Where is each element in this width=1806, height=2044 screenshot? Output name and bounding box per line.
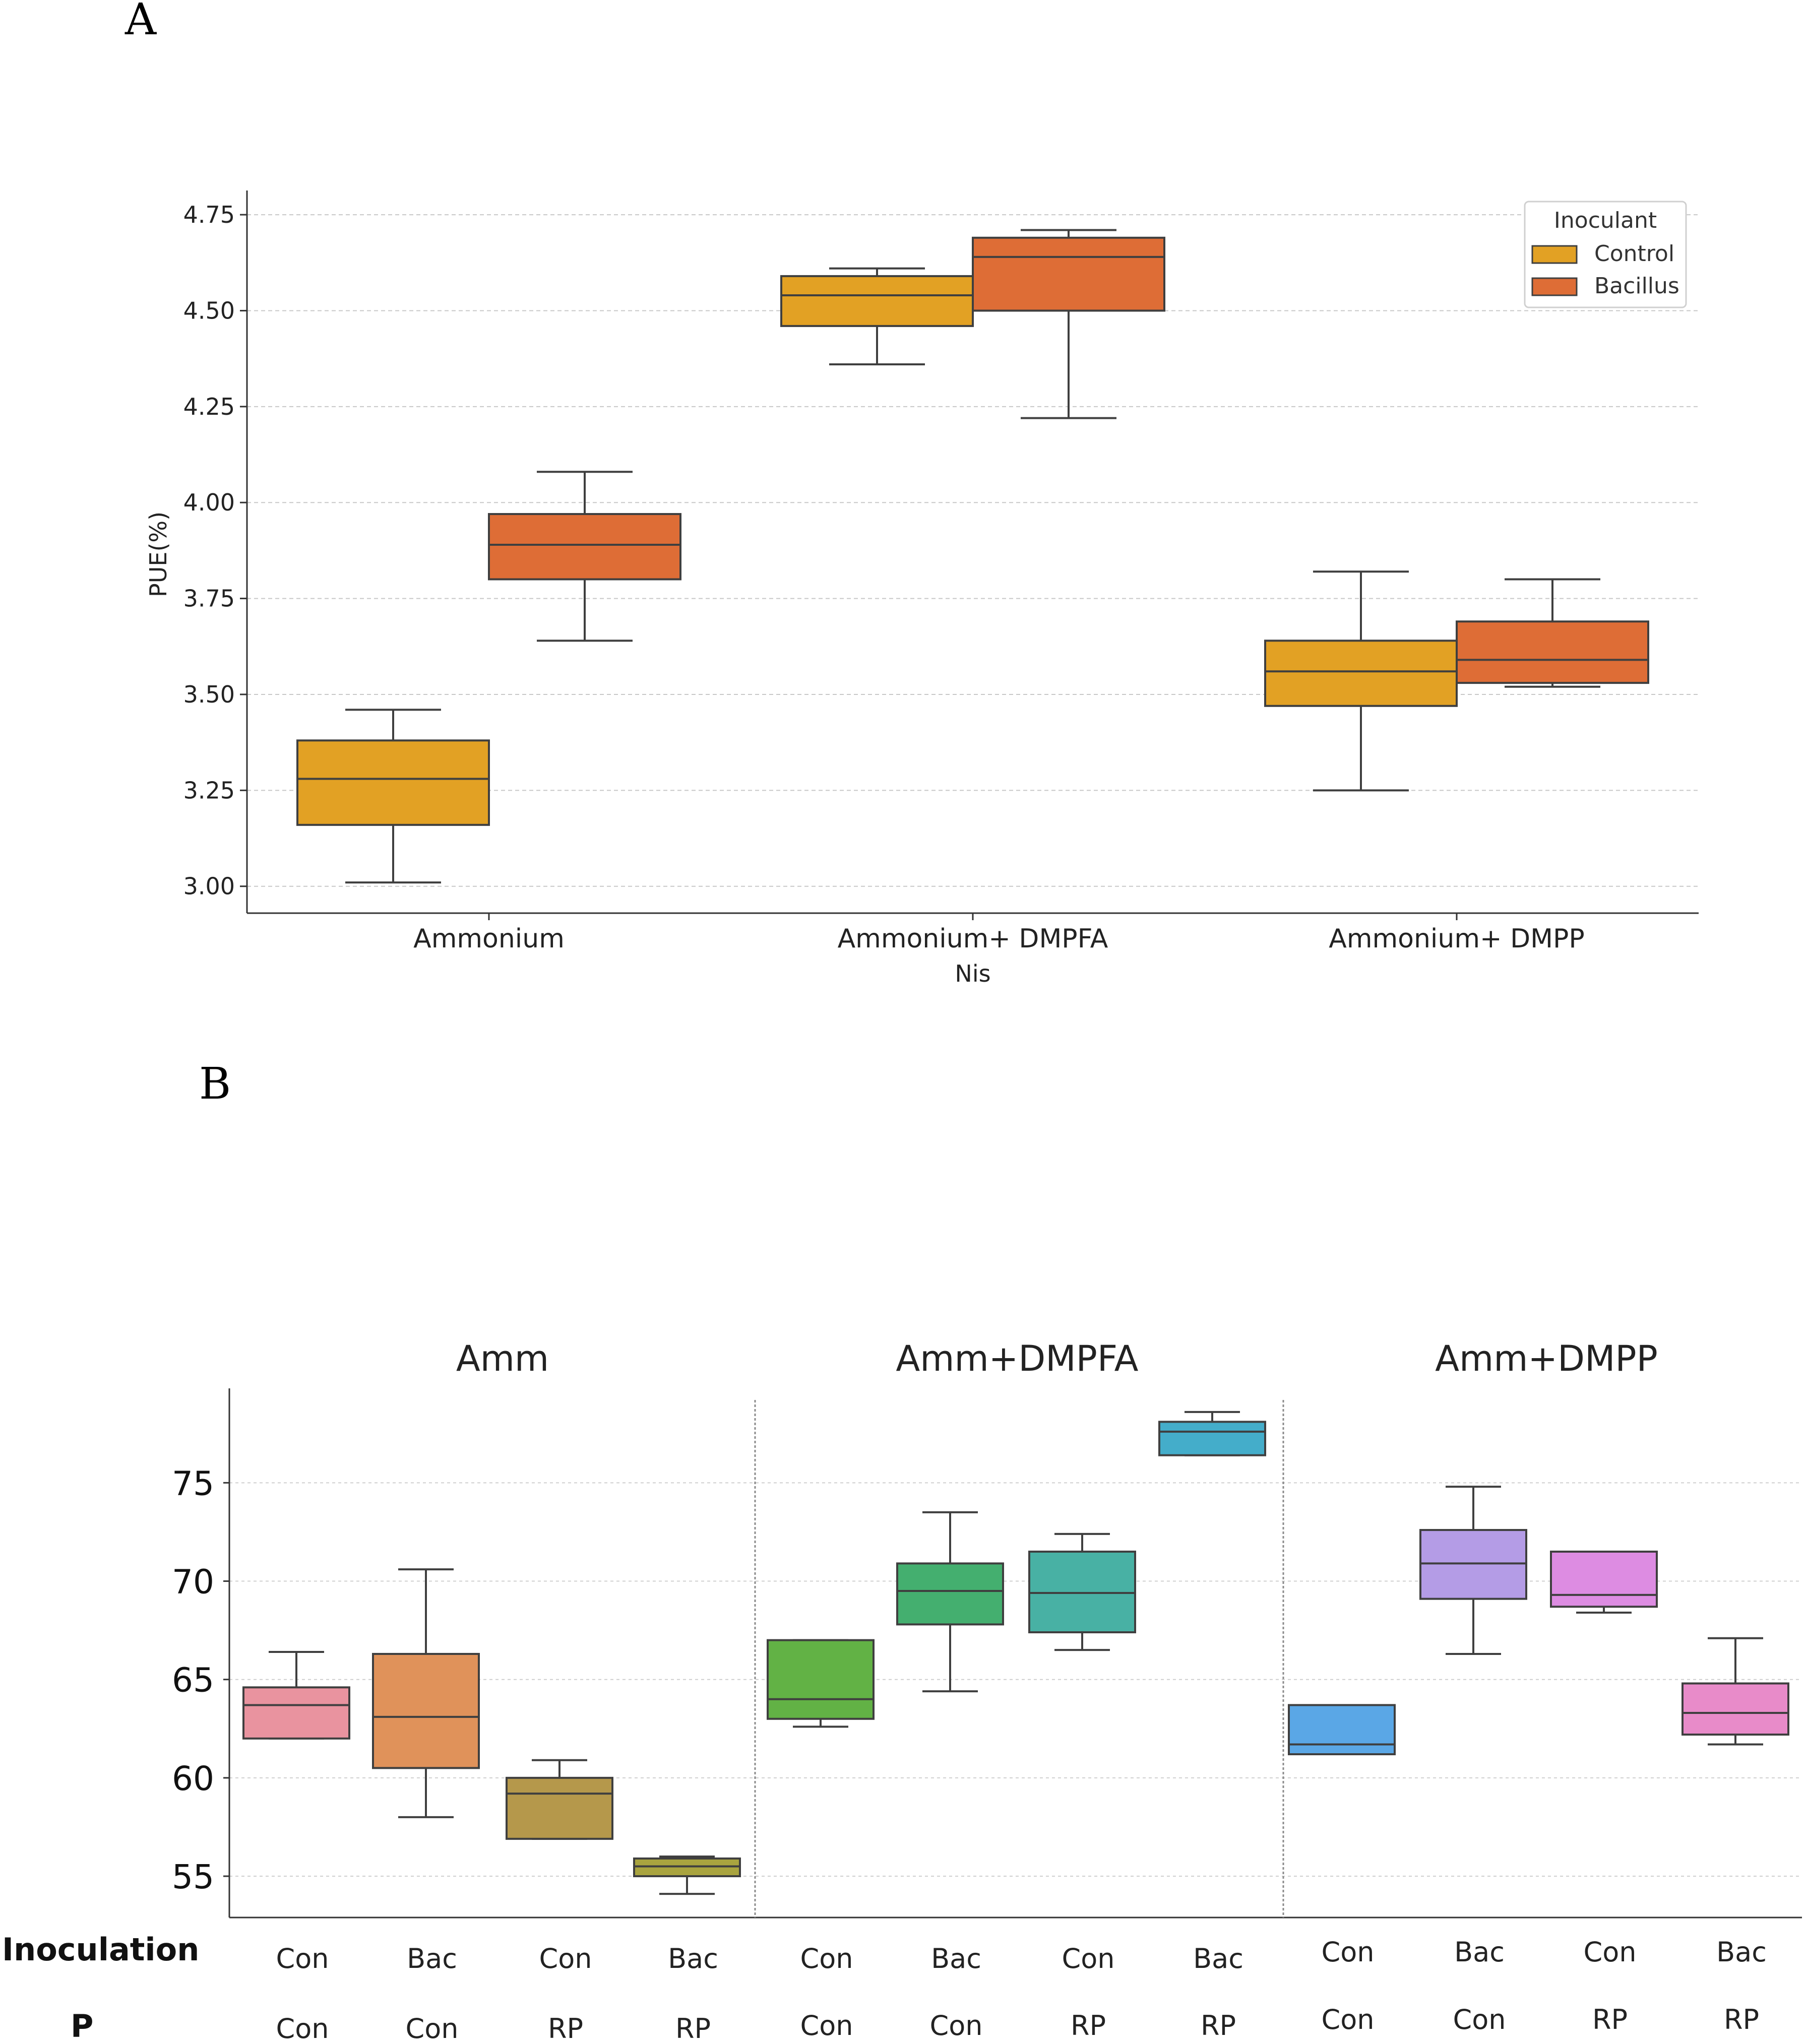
chart-a-ylabel: PUE(%) bbox=[145, 512, 172, 597]
chart-b-box-body bbox=[242, 1686, 350, 1740]
chart-a-box bbox=[972, 229, 1165, 419]
legend-title: Inoculant bbox=[1554, 208, 1657, 233]
chart-b-box-body bbox=[1288, 1704, 1396, 1756]
inoculation-label: Con bbox=[276, 1943, 329, 1974]
inoculation-label: Con bbox=[800, 1943, 853, 1974]
inoculation-label: Con bbox=[539, 1943, 592, 1974]
chart-b-group-title: Amm+DMPFA bbox=[896, 1338, 1138, 1379]
chart-a-ytick-label: 3.75 bbox=[183, 585, 235, 612]
chart-b-ytick-label: 75 bbox=[172, 1464, 214, 1503]
chart-b-group-title: Amm+DMPP bbox=[1435, 1338, 1658, 1379]
p-label: Con bbox=[930, 2010, 983, 2041]
chart-a-box bbox=[1264, 570, 1458, 792]
chart-b-box-body bbox=[372, 1652, 480, 1769]
p-label: RP bbox=[1201, 2010, 1236, 2041]
inoculation-label: Bac bbox=[407, 1943, 457, 1974]
p-row-label: P bbox=[71, 2008, 93, 2044]
chart-b-box bbox=[242, 1651, 350, 1740]
chart-b-box-body bbox=[1682, 1682, 1789, 1736]
chart-b-box bbox=[1028, 1532, 1136, 1651]
chart-b-box-body bbox=[767, 1639, 875, 1720]
p-label: Con bbox=[800, 2010, 853, 2041]
chart-a-box-body bbox=[780, 275, 974, 327]
chart-b-box bbox=[506, 1759, 613, 1840]
chart-b: 55 60 65 70 75 Amm Amm+DMPFA Amm+DMPP Inoculat… bbox=[2, 1338, 1802, 2044]
legend-swatch bbox=[1531, 277, 1578, 296]
chart-a-box-body bbox=[1456, 620, 1649, 684]
p-label: RP bbox=[1071, 2010, 1106, 2041]
chart-b-box-body bbox=[1550, 1550, 1658, 1608]
chart-a-box bbox=[780, 267, 974, 366]
chart-b-box bbox=[633, 1855, 741, 1895]
chart-b-box bbox=[372, 1568, 480, 1818]
chart-a-box-body bbox=[296, 739, 490, 826]
chart-a-category-label: Ammonium+ DMPP bbox=[1329, 924, 1584, 954]
chart-b-box bbox=[896, 1511, 1004, 1693]
chart-a-ytick-label: 3.25 bbox=[183, 777, 235, 804]
chart-b-box-body bbox=[896, 1562, 1004, 1626]
inoculation-label: Bac bbox=[1716, 1936, 1767, 1968]
chart-b-ytick-label: 55 bbox=[172, 1858, 214, 1896]
chart-a-legend: Inoculant Control Bacillus bbox=[1524, 201, 1687, 308]
chart-b-box bbox=[1550, 1550, 1658, 1614]
legend-label: Control bbox=[1594, 241, 1674, 267]
legend-swatch bbox=[1531, 245, 1578, 264]
inoculation-label: Con bbox=[1584, 1936, 1637, 1968]
inoculation-label: Con bbox=[1062, 1943, 1115, 1974]
chart-b-ytick-label: 70 bbox=[172, 1563, 214, 1602]
inoculation-label: Bac bbox=[1193, 1943, 1243, 1974]
chart-b-group-title: Amm bbox=[456, 1338, 549, 1379]
p-label: RP bbox=[1592, 2004, 1628, 2035]
chart-a-category-label: Ammonium bbox=[413, 924, 565, 954]
inoculation-row-label: Inoculation bbox=[2, 1931, 199, 1968]
chart-a-box-body bbox=[488, 513, 681, 581]
inoculation-label: Con bbox=[1322, 1936, 1375, 1968]
p-label: RP bbox=[548, 2013, 583, 2044]
p-label: RP bbox=[675, 2013, 711, 2044]
p-label: Con bbox=[1322, 2004, 1375, 2035]
chart-a-box bbox=[1456, 578, 1649, 688]
chart-a-category-label: Ammonium+ DMPFA bbox=[838, 924, 1108, 954]
chart-a: 3.00 3.25 3.50 3.75 4.00 4.25 4.50 4.75 Ammoniu… bbox=[145, 190, 1699, 987]
chart-a-box bbox=[296, 709, 490, 884]
chart-a-ytick-label: 4.50 bbox=[183, 297, 235, 324]
p-label: Con bbox=[1453, 2004, 1506, 2035]
chart-a-ytick-label: 3.50 bbox=[183, 681, 235, 708]
panel-label-a: A bbox=[124, 0, 157, 45]
panel-label-b: B bbox=[199, 1059, 231, 1109]
p-label: Con bbox=[406, 2013, 459, 2044]
chart-a-ytick-label: 4.25 bbox=[183, 393, 235, 420]
p-label: Con bbox=[276, 2013, 329, 2044]
chart-a-box-body bbox=[972, 236, 1165, 312]
chart-a-ytick-label: 4.75 bbox=[183, 201, 235, 228]
chart-b-ytick-label: 65 bbox=[172, 1661, 214, 1700]
chart-b-box-body bbox=[506, 1776, 613, 1840]
chart-a-ytick-label: 4.00 bbox=[183, 489, 235, 516]
inoculation-label: Bac bbox=[1454, 1936, 1505, 1968]
chart-b-box bbox=[1419, 1486, 1527, 1655]
chart-a-xlabel: Nis bbox=[955, 960, 990, 987]
chart-b-box bbox=[1682, 1637, 1789, 1746]
inoculation-label: Bac bbox=[931, 1943, 981, 1974]
p-label: RP bbox=[1724, 2004, 1759, 2035]
chart-b-box bbox=[1288, 1704, 1396, 1756]
chart-a-box bbox=[488, 471, 681, 642]
chart-b-box bbox=[1158, 1411, 1266, 1456]
chart-b-box-body bbox=[1158, 1421, 1266, 1456]
chart-a-ytick-label: 3.00 bbox=[183, 873, 235, 900]
chart-b-box bbox=[767, 1639, 875, 1728]
legend-label: Bacillus bbox=[1594, 273, 1679, 299]
inoculation-label: Bac bbox=[668, 1943, 718, 1974]
chart-b-ytick-label: 60 bbox=[172, 1759, 214, 1798]
chart-a-box-body bbox=[1264, 640, 1458, 707]
